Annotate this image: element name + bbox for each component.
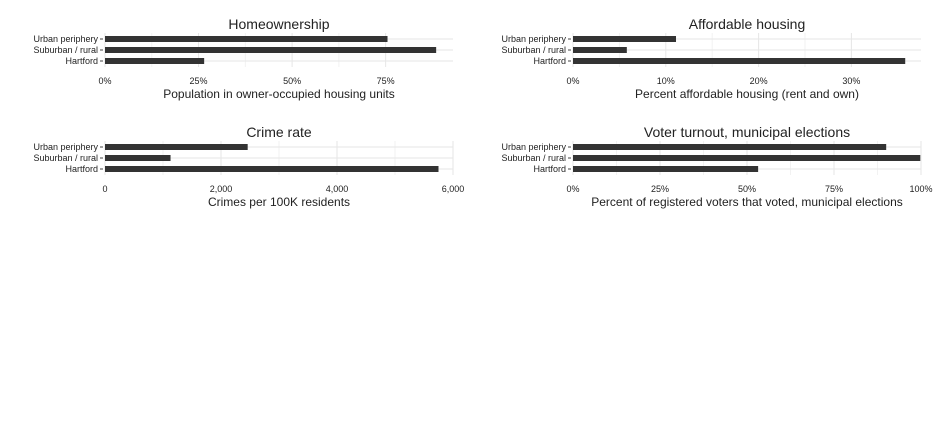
x-axis-title: Percent affordable housing (rent and own… — [635, 87, 859, 101]
chart-title: Affordable housing — [689, 16, 806, 32]
category-label: Hartford — [65, 56, 98, 66]
chart-title: Homeownership — [228, 16, 329, 32]
x-tick-label: 75% — [825, 184, 843, 194]
bar — [573, 47, 627, 53]
category-label: Urban periphery — [501, 34, 566, 44]
category-label: Suburban / rural — [33, 45, 98, 55]
x-tick-label: 50% — [738, 184, 756, 194]
bar — [573, 36, 677, 42]
x-tick-label: 4,000 — [326, 184, 349, 194]
x-tick-label: 2,000 — [210, 184, 233, 194]
category-label: Urban periphery — [33, 142, 98, 152]
x-tick-label: 10% — [657, 76, 675, 86]
category-label: Hartford — [533, 164, 566, 174]
x-tick-label: 25% — [190, 76, 208, 86]
category-label: Suburban / rural — [33, 153, 98, 163]
category-label: Urban periphery — [33, 34, 98, 44]
bar — [573, 58, 906, 64]
category-label: Suburban / rural — [501, 153, 566, 163]
x-tick-label: 30% — [842, 76, 860, 86]
x-tick-label: 25% — [651, 184, 669, 194]
x-axis-title: Crimes per 100K residents — [208, 195, 350, 209]
bar — [105, 144, 248, 150]
bar — [105, 36, 388, 42]
category-label: Hartford — [65, 164, 98, 174]
bar — [105, 58, 205, 64]
bar — [573, 166, 759, 172]
chart-title: Crime rate — [246, 124, 312, 140]
chart-title: Voter turnout, municipal elections — [644, 124, 850, 140]
x-tick-label: 0% — [98, 76, 111, 86]
x-tick-label: 50% — [283, 76, 301, 86]
x-tick-label: 6,000 — [442, 184, 465, 194]
category-label: Suburban / rural — [501, 45, 566, 55]
x-axis-title: Population in owner-occupied housing uni… — [163, 87, 395, 101]
category-label: Urban periphery — [501, 142, 566, 152]
x-axis-title: Percent of registered voters that voted,… — [591, 195, 903, 209]
x-tick-label: 75% — [377, 76, 395, 86]
bar — [573, 144, 887, 150]
x-tick-label: 100% — [909, 184, 932, 194]
bar — [105, 155, 171, 161]
x-tick-label: 0% — [566, 184, 579, 194]
x-tick-label: 20% — [750, 76, 768, 86]
x-tick-label: 0 — [102, 184, 107, 194]
x-tick-label: 0% — [566, 76, 579, 86]
bar — [105, 166, 439, 172]
bar — [573, 155, 921, 161]
bar — [105, 47, 437, 53]
category-label: Hartford — [533, 56, 566, 66]
